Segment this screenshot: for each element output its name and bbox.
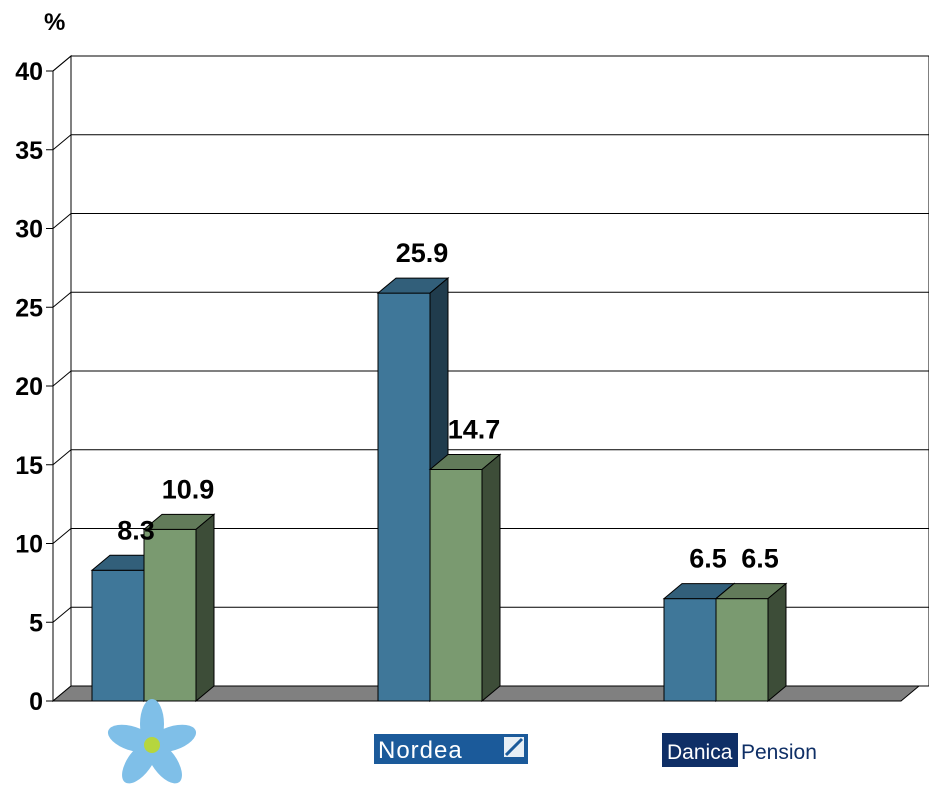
y-tick-label: 10 <box>15 531 43 559</box>
bar-side <box>767 582 787 703</box>
y-tick-label: 40 <box>15 58 43 86</box>
bar-front <box>715 598 769 702</box>
y-tick-label: 25 <box>15 294 43 322</box>
logo-sampo <box>107 699 197 784</box>
bar <box>428 453 502 703</box>
data-labels: 8.310.9 25.9 14.7 6.5 6.5 <box>117 238 779 574</box>
y-tick-label: 15 <box>15 452 43 480</box>
gridline-side <box>52 55 72 72</box>
bar <box>714 582 788 703</box>
bar <box>142 513 216 703</box>
gridline-side <box>52 606 72 623</box>
bar-front <box>91 569 145 702</box>
gridline-side <box>52 213 72 229</box>
pension-logo-text: Pension <box>741 741 817 764</box>
bar-front <box>663 598 717 702</box>
data-label: 6.5 <box>741 544 779 574</box>
logo-nordea: Nordea <box>374 734 528 764</box>
data-label: 10.9 <box>162 474 215 504</box>
data-label: 25.9 <box>396 238 449 268</box>
gridline-side <box>52 370 72 387</box>
gridline-side <box>52 291 72 308</box>
y-axis-unit-label: % <box>44 9 65 36</box>
y-tick-label: 0 <box>29 688 43 716</box>
y-tick-label: 35 <box>15 137 43 165</box>
bar-front <box>143 528 197 702</box>
y-tick-label: 30 <box>15 216 43 244</box>
gridlines <box>52 55 929 623</box>
bar-side <box>481 453 501 703</box>
bars <box>90 277 788 703</box>
y-axis-ticks: 0 5 10 15 20 25 30 35 40 <box>15 58 54 716</box>
logo-danica-pension: Danica Pension <box>662 733 817 767</box>
data-label: 6.5 <box>689 544 727 574</box>
nordea-logo-text: Nordea <box>378 737 463 764</box>
gridline-side <box>52 528 72 544</box>
danica-logo-text: Danica <box>667 741 733 764</box>
y-tick-label: 20 <box>15 373 43 401</box>
gridline-side <box>52 134 72 151</box>
bar-side <box>195 513 215 703</box>
bar-front <box>377 292 431 702</box>
data-label: 8.3 <box>117 515 155 545</box>
gridline-side <box>52 449 72 466</box>
y-tick-label: 5 <box>29 609 43 637</box>
bar-front <box>429 468 483 702</box>
data-label: 14.7 <box>448 414 501 444</box>
